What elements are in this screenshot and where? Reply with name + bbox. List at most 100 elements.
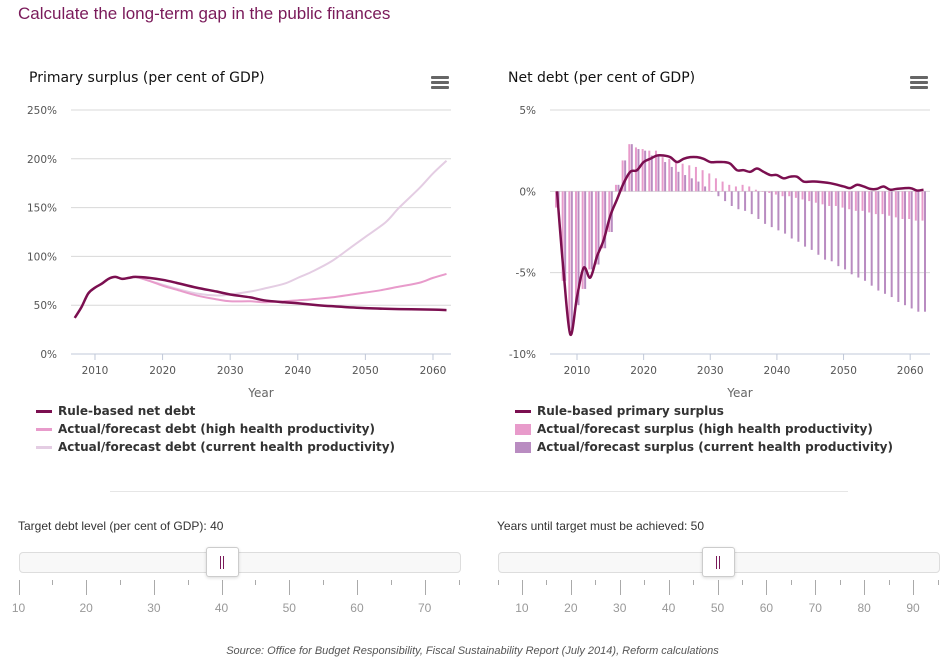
bar-high-health [688,165,691,192]
bar-high-health [921,191,924,221]
slider-tick [18,580,20,595]
bar-current-health [757,191,760,219]
slider-tick [741,580,743,585]
left-chart-menu-icon[interactable] [431,76,449,90]
source-note: Source: Office for Budget Responsibility… [226,645,719,657]
bar-current-health [804,191,807,247]
bar-high-health [581,191,584,289]
bar-high-health [768,191,771,193]
bar-high-health [868,191,871,213]
right-chart-menu-icon[interactable] [910,76,928,90]
bar-current-health [590,191,593,270]
slider-handle[interactable] [205,547,239,577]
slider-tick-label: 30 [147,601,161,615]
legend-item-current-health-surplus[interactable]: Actual/forecast surplus (current health … [515,438,893,456]
slider-tick [913,580,915,595]
right-chart-title: Net debt (per cent of GDP) [508,70,696,86]
bar-high-health [794,191,797,198]
bar-high-health [808,191,811,202]
bar-current-health [570,191,573,330]
bar-high-health [821,191,824,205]
bar-high-health [861,191,864,211]
bar-current-health [917,191,920,312]
slider-tick-label: 20 [564,601,578,615]
x-tick-label: 2020 [149,365,176,377]
x-tick-label: 2030 [697,365,724,377]
bar-high-health [894,191,897,218]
bar-high-health [588,191,591,270]
x-axis-title: Year [726,386,752,400]
legend-item-high-health-surplus[interactable]: Actual/forecast surplus (high health pro… [515,420,893,438]
legend-item-high-health-debt[interactable]: Actual/forecast debt (high health produc… [36,420,395,438]
slider-tick [153,580,155,595]
slider-tick [521,580,523,595]
bar-current-health [710,191,713,192]
bar-high-health [761,191,764,192]
bar-current-health [884,191,887,294]
bar-high-health [814,191,817,203]
slider-tick-label: 90 [906,601,920,615]
bar-high-health [741,184,744,192]
bar-high-health [561,191,564,281]
bar-current-health [897,191,900,302]
bar-high-health [601,191,604,249]
slider-handle[interactable] [701,547,735,577]
slider-tick [693,580,695,585]
right-legend: Rule-based primary surplus Actual/foreca… [515,402,893,456]
y-tick-label: 5% [519,105,536,117]
x-tick-label: 2060 [897,365,924,377]
bar-high-health [714,178,717,192]
slider-tick [187,580,189,585]
y-tick-label: 100% [27,251,57,263]
bar-high-health [701,170,704,192]
bar-current-health [844,191,847,270]
slider-tick-label: 40 [661,601,676,615]
bar-high-health [781,191,784,197]
x-tick-label: 2050 [830,365,857,377]
bar-high-health [748,186,751,192]
bar-current-health [870,191,873,286]
slider-tick [864,580,866,595]
slider-tick-label: 20 [79,601,93,615]
bar-high-health [648,150,651,192]
bar-high-health [888,191,891,216]
slider-tick [323,580,325,585]
slider-tick [390,580,392,585]
left-chart-title: Primary surplus (per cent of GDP) [29,70,265,86]
slider-tick-label: 50 [710,601,725,615]
legend-item-rule-net-debt[interactable]: Rule-based net debt [36,402,395,420]
bar-high-health [568,191,571,330]
legend-item-rule-primary-surplus[interactable]: Rule-based primary surplus [515,402,893,420]
bar-high-health [734,186,737,192]
slider-tick [815,580,817,595]
slider-tick [766,580,768,595]
bar-high-health [774,191,777,195]
slider-tick [937,580,939,585]
slider-tick-label: 70 [417,601,432,615]
bar-current-health [797,191,800,242]
target-debt-label: Target debt level (per cent of GDP): 40 [18,519,224,533]
slider-track[interactable] [18,552,461,573]
bar-current-health [624,160,627,192]
bar-high-health [901,191,904,219]
slider-tick-label: 80 [857,601,871,615]
bar-high-health [608,191,611,232]
bar-current-health [584,191,587,289]
bar-high-health [841,191,844,208]
slider-tick [644,580,646,585]
slider-tick [86,580,88,595]
bar-high-health [801,191,804,200]
legend-item-current-health-debt[interactable]: Actual/forecast debt (current health pro… [36,438,395,456]
legend-label: Actual/forecast surplus (current health … [537,440,893,454]
legend-swatch [515,409,531,413]
bar-high-health [834,191,837,206]
bar-high-health [728,184,731,192]
bar-current-health [784,191,787,234]
y-tick-label: 0% [40,349,57,361]
slider-tick [619,580,621,595]
bar-current-health [764,191,767,224]
legend-swatch [515,423,531,435]
y-tick-label: 50% [34,300,57,312]
slider-tick [546,580,548,585]
legend-swatch [36,409,52,413]
